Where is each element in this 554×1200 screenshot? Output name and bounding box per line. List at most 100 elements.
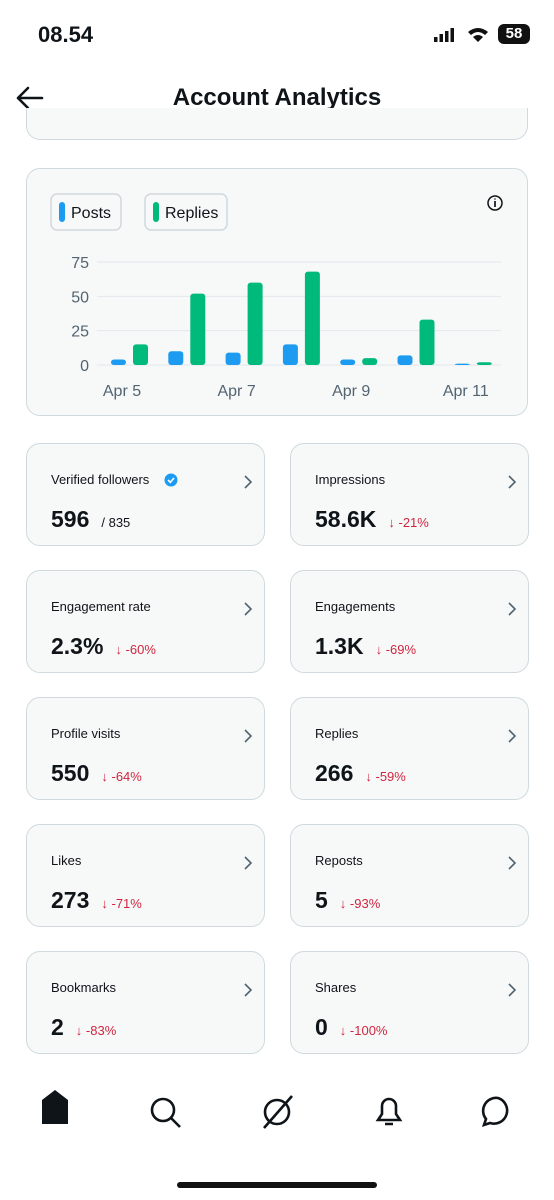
stat-detail: / 835 (101, 515, 131, 530)
verified-badge (164, 473, 178, 487)
info-icon[interactable] (487, 195, 503, 211)
stat-card[interactable]: Shares 0 ↓ -100% (290, 951, 529, 1054)
stat-value: 1.3K ↓ -69% (315, 633, 416, 660)
stat-number: 550 (51, 760, 90, 786)
stat-label: Engagements (315, 599, 396, 614)
legend-label: Posts (71, 205, 111, 222)
status-time: 08.54 (38, 22, 94, 47)
stat-value: 58.6K ↓ -21% (315, 506, 429, 533)
x-tick-label: Apr 9 (332, 383, 370, 400)
x-tick-label: Apr 5 (103, 383, 141, 400)
stat-label: Bookmarks (51, 980, 117, 995)
stat-number: 5 (315, 887, 328, 913)
chevron (508, 475, 517, 489)
search-icon[interactable] (150, 1097, 181, 1128)
legend-swatch (59, 202, 65, 222)
stat-label: Likes (51, 853, 82, 868)
legend-item[interactable] (144, 193, 228, 231)
stat-value: 2 ↓ -83% (51, 1014, 116, 1041)
bar (133, 344, 148, 365)
bar (362, 358, 378, 365)
stat-card[interactable]: Engagement rate 2.3% ↓ -60% (26, 570, 265, 673)
partial-card (26, 108, 528, 140)
chevron (508, 856, 517, 870)
stat-detail: ↓ -60% (115, 642, 156, 657)
stat-card[interactable]: Engagements 1.3K ↓ -69% (290, 570, 529, 673)
stat-card[interactable]: Profile visits 550 ↓ -64% (26, 697, 265, 800)
messages-icon[interactable] (481, 1096, 509, 1128)
bottom-nav (42, 1090, 509, 1188)
chevron (508, 983, 517, 997)
stat-detail: ↓ -21% (388, 515, 429, 530)
stat-card[interactable]: Impressions 58.6K ↓ -21% (290, 443, 529, 546)
stat-number: 273 (51, 887, 90, 913)
stat-value: 596 / 835 (51, 506, 130, 533)
stat-number: 1.3K (315, 633, 364, 659)
stat-number: 2.3% (51, 633, 104, 659)
stat-detail: ↓ -83% (75, 1023, 117, 1038)
chevron (244, 856, 253, 870)
stat-card[interactable]: Replies 266 ↓ -59% (290, 697, 529, 800)
stat-card[interactable]: Verified followers 596 / 835 (26, 443, 265, 546)
x-tick-label: Apr 11 (443, 383, 489, 400)
stat-card[interactable]: Likes 273 ↓ -71% (26, 824, 265, 927)
stat-label: Replies (315, 726, 359, 741)
page-title: Account Analytics (172, 84, 382, 111)
stat-label: Shares (315, 980, 357, 995)
home-icon[interactable] (42, 1090, 68, 1124)
status-icons (434, 28, 488, 42)
chevron (244, 602, 253, 616)
stat-detail: ↓ -71% (101, 896, 142, 911)
stat-number: 0 (315, 1014, 328, 1040)
stat-detail: ↓ -64% (101, 769, 142, 784)
bar (111, 359, 126, 365)
bar (454, 363, 470, 365)
stat-value: 273 ↓ -71% (51, 887, 142, 914)
chevron (244, 729, 253, 743)
legend-label: Replies (165, 205, 218, 222)
stat-value: 0 ↓ -100% (315, 1014, 388, 1041)
chevron (244, 475, 253, 489)
stat-card[interactable]: Bookmarks 2 ↓ -83% (26, 951, 265, 1054)
home-indicator (177, 1182, 377, 1188)
chart-card: Posts Replies 0 25 50 75 Apr 5 Apr 7 Apr 9 Apr 11 (26, 168, 528, 416)
bar (476, 362, 492, 365)
grok-icon[interactable] (263, 1095, 293, 1129)
chevron (508, 602, 517, 616)
stat-card[interactable]: Reposts 5 ↓ -93% (290, 824, 529, 927)
x-tick-label: Apr 7 (217, 383, 255, 400)
chart: Posts Replies 0 25 50 75 Apr 5 Apr 7 Apr 9 Apr 11 (50, 193, 503, 400)
stat-value: 266 ↓ -59% (315, 760, 406, 787)
bar (340, 359, 356, 365)
legend-swatch (153, 202, 159, 222)
bar (419, 319, 435, 365)
stat-value: 2.3% ↓ -60% (51, 633, 156, 660)
stat-label: Profile visits (51, 726, 121, 741)
bar (190, 293, 206, 365)
bar (282, 344, 298, 365)
y-tick-label: 25 (71, 324, 89, 341)
bar (304, 271, 320, 365)
stat-number: 2 (51, 1014, 64, 1040)
bar (397, 355, 413, 365)
battery: 58 (498, 24, 530, 44)
stat-detail: ↓ -59% (365, 769, 406, 784)
y-tick-label: 50 (71, 289, 89, 306)
stat-number: 266 (315, 760, 354, 786)
stat-label: Verified followers (51, 472, 150, 487)
legend-item[interactable] (50, 193, 122, 231)
stat-label: Engagement rate (51, 599, 151, 614)
chevron (508, 729, 517, 743)
back-button[interactable] (14, 84, 46, 112)
stat-number: 596 (51, 506, 90, 532)
stat-detail: ↓ -100% (339, 1023, 388, 1038)
stat-label: Impressions (315, 472, 386, 487)
stat-value: 550 ↓ -64% (51, 760, 142, 787)
info-circle (487, 195, 503, 211)
y-tick-label: 0 (80, 358, 89, 375)
bar (247, 282, 263, 365)
notifications-icon[interactable] (375, 1097, 403, 1126)
bar (168, 351, 184, 365)
chevron (244, 983, 253, 997)
